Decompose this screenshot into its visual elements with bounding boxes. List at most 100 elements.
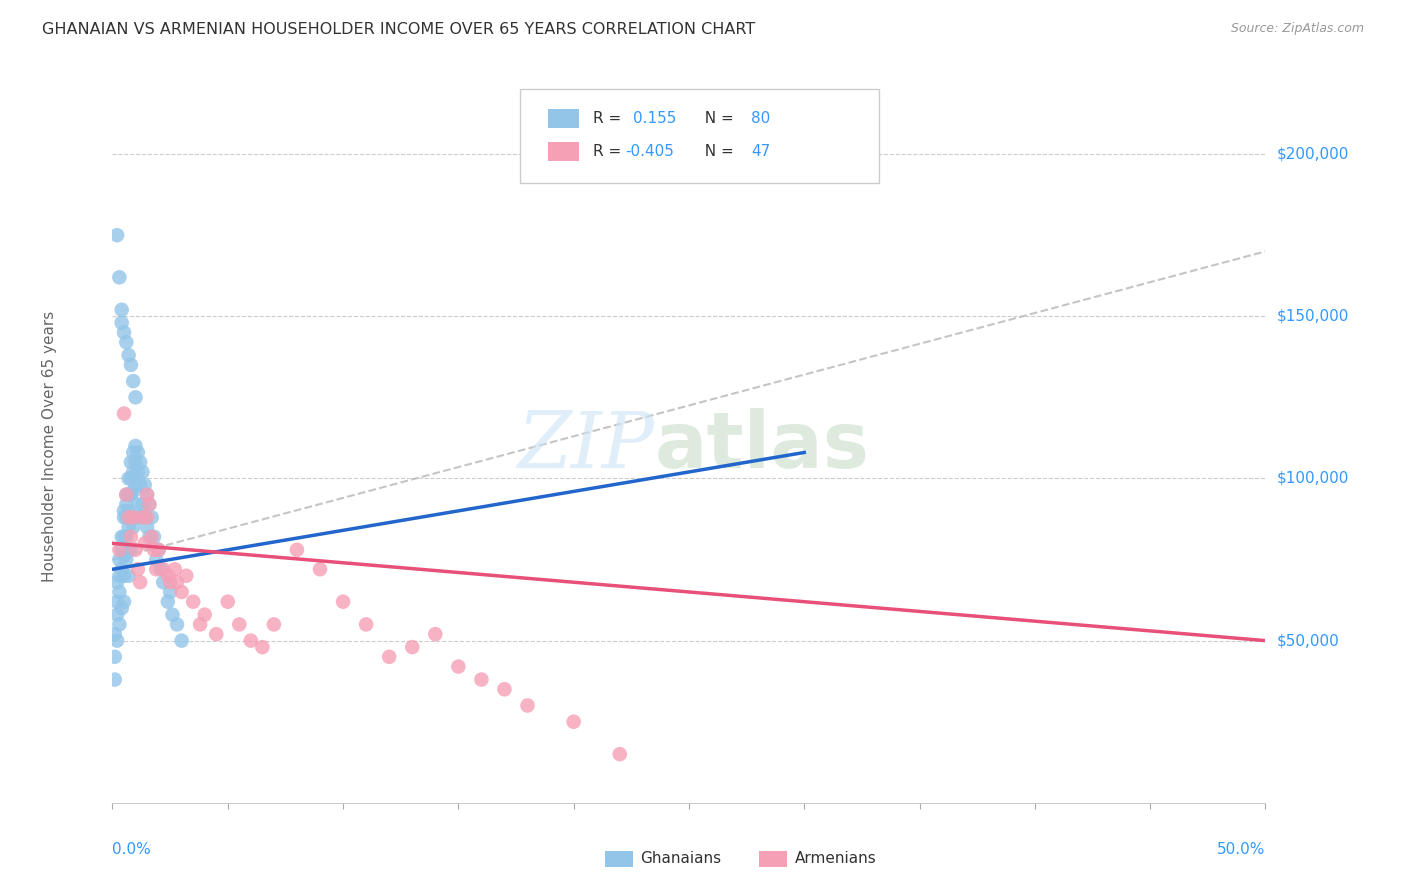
Point xyxy=(163,562,186,576)
Point xyxy=(166,575,188,590)
Point xyxy=(117,520,139,534)
Point xyxy=(194,607,217,622)
Text: N =: N = xyxy=(695,145,738,159)
Text: -0.405: -0.405 xyxy=(626,145,675,159)
Text: 0.155: 0.155 xyxy=(633,112,676,126)
Point xyxy=(117,348,139,362)
Point xyxy=(401,640,423,654)
Point xyxy=(105,595,128,609)
Text: 0.0%: 0.0% xyxy=(112,842,152,857)
Point xyxy=(129,510,152,524)
Point xyxy=(117,568,139,582)
Point xyxy=(354,617,377,632)
Point xyxy=(159,575,181,590)
Point xyxy=(112,595,135,609)
Point xyxy=(145,562,167,576)
Point xyxy=(117,510,139,524)
Text: 47: 47 xyxy=(751,145,770,159)
Point xyxy=(131,510,153,524)
Point xyxy=(170,585,193,599)
Text: 50.0%: 50.0% xyxy=(1218,842,1265,857)
Point xyxy=(134,478,156,492)
Point xyxy=(148,542,170,557)
Point xyxy=(252,640,274,654)
Point xyxy=(124,439,146,453)
Point xyxy=(129,575,152,590)
Point xyxy=(152,562,174,576)
Point xyxy=(127,445,149,459)
Point xyxy=(104,627,127,641)
Point xyxy=(117,488,139,502)
Point xyxy=(159,585,181,599)
Point xyxy=(111,530,134,544)
Point xyxy=(136,510,159,524)
Point xyxy=(104,673,127,687)
Point xyxy=(217,595,239,609)
Point xyxy=(141,510,163,524)
Point xyxy=(134,510,156,524)
Point xyxy=(134,536,156,550)
Point xyxy=(105,607,128,622)
Point xyxy=(131,497,153,511)
Point xyxy=(188,617,211,632)
Point xyxy=(127,497,149,511)
Point xyxy=(127,465,149,479)
Point xyxy=(205,627,228,641)
Point xyxy=(152,575,174,590)
Point xyxy=(115,335,138,350)
Point xyxy=(108,552,131,566)
Point xyxy=(108,542,131,557)
Text: $100,000: $100,000 xyxy=(1277,471,1348,486)
Point xyxy=(138,497,160,511)
Point xyxy=(129,455,152,469)
Point xyxy=(562,714,585,729)
Point xyxy=(120,510,142,524)
Text: N =: N = xyxy=(695,112,738,126)
Point xyxy=(112,510,135,524)
Point xyxy=(285,542,308,557)
Point xyxy=(115,488,138,502)
Point xyxy=(112,504,135,518)
Point xyxy=(122,520,145,534)
Point xyxy=(609,747,631,761)
Point xyxy=(108,568,131,582)
Text: 80: 80 xyxy=(751,112,770,126)
Point xyxy=(447,659,470,673)
Point xyxy=(309,562,332,576)
Point xyxy=(239,633,262,648)
Point xyxy=(494,682,516,697)
Point xyxy=(174,568,197,582)
Point xyxy=(120,455,142,469)
Point xyxy=(378,649,401,664)
Point xyxy=(108,617,131,632)
Point xyxy=(111,562,134,576)
Point xyxy=(228,617,250,632)
Point xyxy=(122,465,145,479)
Point xyxy=(115,488,138,502)
Point xyxy=(156,568,179,582)
Point xyxy=(131,465,153,479)
Point xyxy=(470,673,492,687)
Point xyxy=(120,542,142,557)
Point xyxy=(112,549,135,564)
Point xyxy=(136,488,159,502)
Point xyxy=(111,542,134,557)
Text: $50,000: $50,000 xyxy=(1277,633,1340,648)
Point xyxy=(115,497,138,511)
Point xyxy=(115,552,138,566)
Point xyxy=(122,374,145,388)
Point xyxy=(143,530,166,544)
Text: ZIP: ZIP xyxy=(517,408,654,484)
Point xyxy=(162,607,184,622)
Point xyxy=(149,562,172,576)
Point xyxy=(117,542,139,557)
Text: $150,000: $150,000 xyxy=(1277,309,1348,324)
Point xyxy=(117,471,139,485)
Point xyxy=(108,585,131,599)
Point xyxy=(122,510,145,524)
Point xyxy=(124,390,146,404)
Point xyxy=(148,542,170,557)
Point xyxy=(124,455,146,469)
Point xyxy=(516,698,538,713)
Point xyxy=(111,316,134,330)
